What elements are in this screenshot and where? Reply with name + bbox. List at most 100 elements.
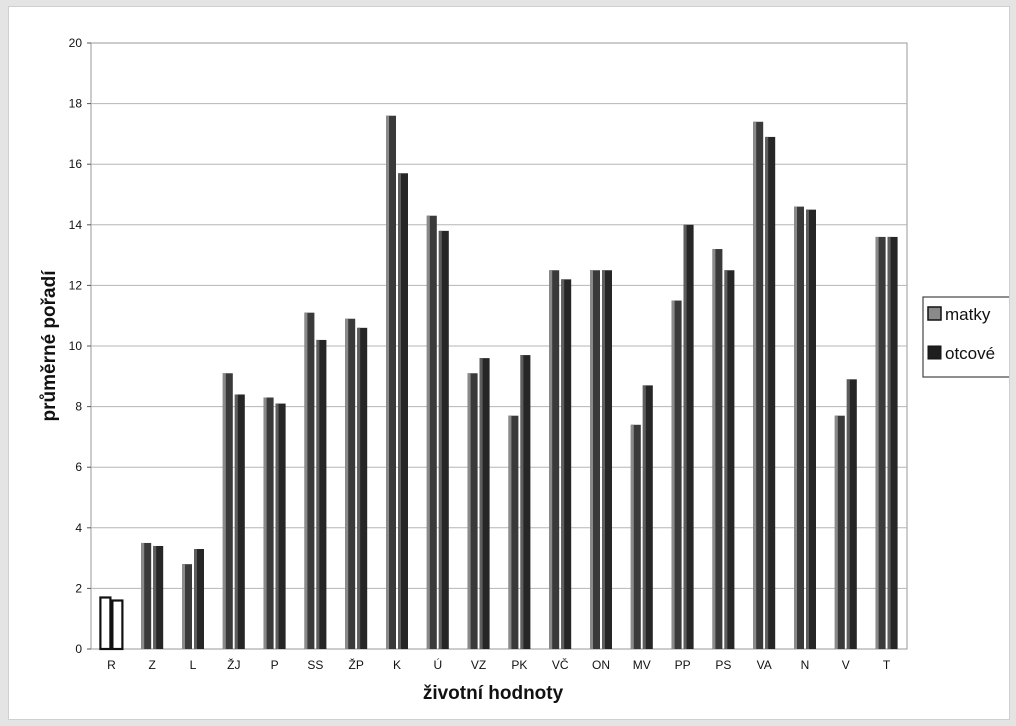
bar-highlight: [438, 230, 442, 650]
bar-highlight: [794, 206, 797, 649]
bar-matky: [426, 215, 437, 649]
y-tick-label: 20: [69, 36, 83, 50]
x-tick-label: V: [842, 658, 850, 672]
bar-highlight: [683, 224, 687, 650]
y-tick-label: 16: [69, 157, 83, 171]
bar-highlight: [345, 318, 349, 649]
x-tick-label: SS: [307, 658, 323, 672]
bar-highlight: [386, 115, 389, 650]
bar-highlight: [590, 270, 593, 649]
bar-highlight: [602, 270, 605, 649]
x-tick-label: T: [883, 658, 891, 672]
x-tick-labels: R Z L ŽJ P SS ŽP K Ú VZ PK VČ ON MV PP PS VA N V T: [107, 657, 891, 672]
x-tick-label: L: [190, 658, 197, 672]
x-axis-title: životní hodnoty: [423, 683, 564, 704]
x-tick-label: Z: [149, 658, 156, 672]
bar-otcové: [887, 236, 898, 650]
legend-swatch-otcove: [927, 345, 942, 360]
x-tick-label: R: [107, 658, 116, 672]
x-tick-label: ON: [592, 658, 610, 672]
bar-highlight: [304, 312, 308, 649]
bar-otcové: [642, 385, 653, 649]
legend-label-otcove: otcové: [945, 344, 995, 363]
y-tick-label: 18: [69, 97, 83, 111]
legend-swatch-matky: [927, 306, 942, 321]
bar-highlight: [765, 136, 769, 649]
bar-highlight: [549, 270, 553, 649]
bar-highlight: [426, 215, 430, 649]
x-tick-label: PK: [511, 658, 527, 672]
bar-otcové: [520, 355, 531, 649]
bar-highlight: [153, 545, 157, 649]
bar-highlight: [887, 236, 891, 650]
legend-label-matky: matky: [945, 305, 991, 324]
y-tick-label: 8: [75, 400, 82, 414]
bar-highlight: [479, 358, 483, 649]
x-tick-label: Ú: [433, 657, 442, 672]
bar-matky: [590, 270, 600, 649]
bar-matky: [222, 373, 233, 649]
y-tick-label: 12: [69, 278, 83, 292]
x-tick-label: PP: [675, 658, 691, 672]
x-tick-label: K: [393, 658, 401, 672]
bar-highlight: [561, 279, 565, 649]
bar-matky: [467, 373, 478, 649]
bar-highlight: [642, 385, 646, 649]
x-tick-label: VČ: [552, 657, 569, 672]
bar-highlight: [263, 397, 267, 649]
bar-otcové: [153, 545, 164, 649]
bar-matky: [834, 415, 845, 649]
bar-highlight: [806, 209, 809, 649]
bar-highlight: [712, 249, 716, 650]
y-tick-label: 0: [75, 642, 82, 656]
x-tick-label: VZ: [471, 658, 486, 672]
bar-highlight: [194, 549, 197, 649]
bar-matky: [304, 312, 315, 649]
legend: matky otcové: [922, 296, 1009, 378]
bar-matky: [386, 115, 396, 650]
bar-otcové: [765, 136, 776, 649]
y-tick-labels: 0 2 4 6 8 10 12 14 16 18 20: [69, 36, 83, 656]
bar-highlight: [398, 173, 401, 650]
bar-highlight: [234, 394, 238, 649]
bar-highlight: [753, 121, 757, 649]
bar-otcové: [683, 224, 694, 650]
bar-highlight: [846, 379, 850, 649]
bar-otcové: [234, 394, 245, 649]
bar-otcové: [357, 327, 368, 649]
bar-matky: [263, 397, 274, 649]
bar-otcové: [194, 549, 204, 649]
y-tick-label: 10: [69, 339, 83, 353]
y-tick-label: 6: [75, 460, 82, 474]
bar-matky: [182, 564, 192, 649]
bar-highlight: [724, 270, 728, 649]
x-tick-label: P: [271, 658, 279, 672]
bar-otcové: [724, 270, 735, 649]
bar-highlight: [141, 542, 145, 649]
bar-highlight: [357, 327, 361, 649]
bar-matky: [671, 300, 682, 649]
bar-highlight: [275, 403, 279, 649]
bar-highlight: [875, 236, 879, 650]
bar-matky: [630, 424, 641, 649]
bar-highlight: [182, 564, 185, 649]
bar-otcové: [398, 173, 408, 650]
bar-otcové: [275, 403, 286, 649]
bar-otcové: [111, 599, 124, 651]
bar-otcové: [479, 358, 490, 649]
x-tick-label: ŽP: [349, 657, 364, 672]
bar-matky: [794, 206, 804, 649]
y-axis-title: průměrné pořadí: [39, 270, 60, 422]
bar-highlight: [630, 424, 634, 649]
bar-otcové: [602, 270, 612, 649]
x-tick-label: VA: [757, 658, 772, 672]
bar-highlight: [520, 355, 524, 649]
bar-chart: 0 2 4 6 8 10 12 14 16 18 20 R Z L ŽJ P SS ŽP K Ú VZ PK VČ ON MV…: [39, 36, 1009, 704]
y-tick-label: 4: [75, 521, 82, 535]
y-tick-label: 14: [69, 218, 83, 232]
bar-highlight: [222, 373, 226, 649]
bar-matky: [549, 270, 560, 649]
bar-highlight: [834, 415, 838, 649]
bar-otcové: [806, 209, 816, 649]
x-tick-label: MV: [633, 658, 651, 672]
